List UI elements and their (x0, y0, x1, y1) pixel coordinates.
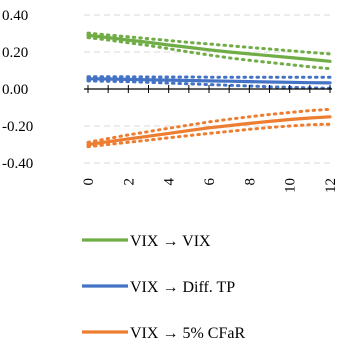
legend-layer: VIX → VIX VIX → Diff. TP VIX → 5% CFaR (82, 233, 245, 342)
y-tick-label: -0.40 (2, 156, 33, 172)
grid-layer (84, 14, 332, 164)
x-tick-label: 10 (283, 178, 299, 193)
x-tick-label: 8 (242, 178, 258, 186)
axis-layer: 0.40 0.20 0.00 -0.20 -0.40 0 2 4 6 8 10 12 (2, 8, 339, 193)
series-cfar-upper-band (86, 107, 332, 144)
x-tick-label: 6 (202, 178, 218, 186)
series-vix-lower-band (86, 36, 332, 71)
series-diff-tp-line (86, 77, 332, 85)
y-tick-label: 0.20 (2, 45, 28, 61)
y-tick-label: -0.20 (2, 119, 33, 135)
x-tick-label: 12 (323, 178, 339, 193)
legend-label-cfar: VIX → 5% CFaR (130, 325, 245, 342)
legend-label-vix: VIX → VIX (130, 233, 211, 250)
x-tick-label: 4 (162, 178, 178, 186)
series-vix-line (86, 33, 332, 63)
legend-label-diff-tp: VIX → Diff. TP (130, 279, 235, 296)
series-vix-upper-band (86, 31, 332, 56)
y-tick-label: 0.00 (2, 82, 28, 98)
y-tick-label: 0.40 (2, 8, 28, 24)
series-cfar-lower-band (86, 122, 332, 149)
x-tick-label: 2 (121, 178, 137, 186)
series-layer (86, 31, 332, 149)
series-cfar-line (86, 115, 332, 147)
series-diff-tp-upper-band (86, 75, 332, 79)
x-tick-label: 0 (81, 178, 97, 186)
